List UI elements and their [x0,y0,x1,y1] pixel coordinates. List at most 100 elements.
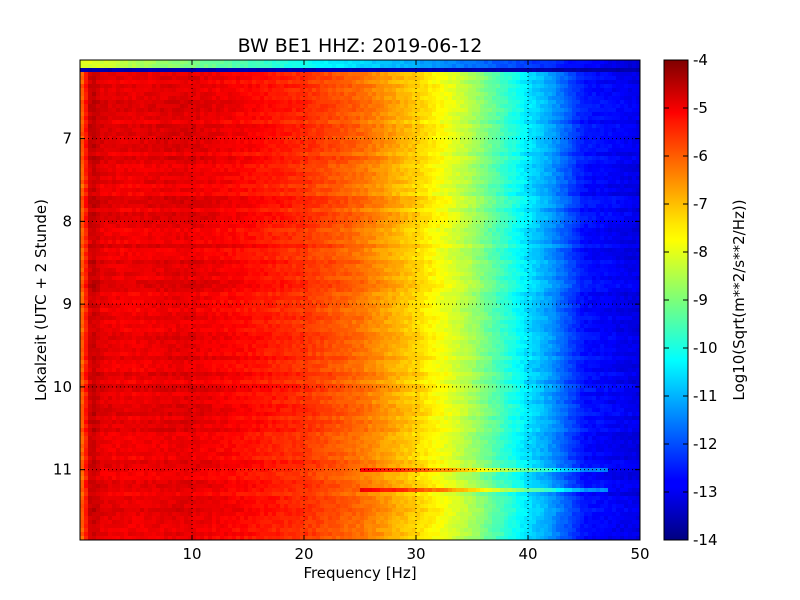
heatmap-cell [408,96,413,101]
heatmap-cell [440,88,445,93]
heatmap-cell [560,160,565,165]
heatmap-cell [316,148,321,153]
heatmap-cell [464,88,469,93]
heatmap-cell [232,160,237,165]
heatmap-cell [264,68,269,73]
heatmap-cell [496,172,501,177]
heatmap-cell [564,124,569,129]
heatmap-cell [248,88,253,93]
heatmap-cell [88,148,93,153]
heatmap-cell [160,192,165,197]
heatmap-cell [252,96,257,101]
heatmap-cell [208,128,213,133]
heatmap-cell [288,96,293,101]
heatmap-cell [252,128,257,133]
heatmap-cell [488,112,493,117]
heatmap-cell [284,136,289,141]
heatmap-cell [328,144,333,149]
heatmap-cell [520,160,525,165]
heatmap-cell [560,84,565,89]
heatmap-cell [280,68,285,73]
heatmap-cell [376,76,381,81]
heatmap-cell [196,60,201,65]
heatmap-cell [568,196,573,201]
heatmap-cell [80,160,85,165]
heatmap-cell [456,92,461,97]
heatmap-cell [224,68,229,73]
heatmap-cell [416,84,421,89]
heatmap-cell [88,100,93,105]
heatmap-cell [508,140,513,145]
heatmap-cell [260,108,265,113]
heatmap-cell [108,88,113,93]
heatmap-cell [156,188,161,193]
heatmap-cell [316,92,321,97]
heatmap-cell [232,100,237,105]
heatmap-cell [616,132,621,137]
heatmap-cell [344,116,349,121]
heatmap-cell [264,120,269,125]
heatmap-cell [256,172,261,177]
heatmap-cell [356,200,361,205]
heatmap-cell [192,128,197,133]
heatmap-cell [420,80,425,85]
heatmap-cell [184,112,189,117]
heatmap-cell [204,88,209,93]
heatmap-cell [396,152,401,157]
heatmap-cell [172,156,177,161]
heatmap-cell [300,140,305,145]
heatmap-cell [88,60,93,65]
heatmap-cell [396,156,401,161]
heatmap-cell [144,160,149,165]
heatmap-cell [348,152,353,157]
heatmap-cell [268,196,273,201]
heatmap-cell [468,88,473,93]
heatmap-cell [540,128,545,133]
heatmap-cell [540,180,545,185]
heatmap-cell [176,168,181,173]
heatmap-cell [92,60,97,65]
heatmap-cell [396,92,401,97]
heatmap-cell [416,144,421,149]
heatmap-cell [244,92,249,97]
heatmap-cell [196,164,201,169]
heatmap-cell [184,116,189,121]
heatmap-cell [332,160,337,165]
heatmap-cell [496,156,501,161]
heatmap-cell [316,96,321,101]
heatmap-cell [364,72,369,77]
heatmap-cell [236,132,241,137]
heatmap-cell [112,132,117,137]
heatmap-cell [324,84,329,89]
heatmap-cell [120,144,125,149]
heatmap-cell [540,188,545,193]
heatmap-cell [420,128,425,133]
heatmap-cell [208,168,213,173]
heatmap-cell [336,124,341,129]
heatmap-cell [172,164,177,169]
heatmap-cell [264,180,269,185]
heatmap-cell [104,168,109,173]
heatmap-cell [520,80,525,85]
heatmap-cell [80,92,85,97]
heatmap-cell [388,200,393,205]
heatmap-cell [116,184,121,189]
heatmap-cell [192,188,197,193]
heatmap-cell [480,92,485,97]
heatmap-cell [420,60,425,65]
heatmap-cell [512,68,517,73]
heatmap-cell [380,120,385,125]
heatmap-cell [320,116,325,121]
heatmap-cell [396,132,401,137]
heatmap-cell [396,112,401,117]
heatmap-cell [576,180,581,185]
heatmap-cell [616,108,621,113]
heatmap-cell [212,168,217,173]
heatmap-cell [216,156,221,161]
heatmap-cell [432,116,437,121]
heatmap-cell [164,64,169,69]
heatmap-cell [156,88,161,93]
heatmap-cell [512,180,517,185]
heatmap-cell [228,88,233,93]
heatmap-cell [512,120,517,125]
